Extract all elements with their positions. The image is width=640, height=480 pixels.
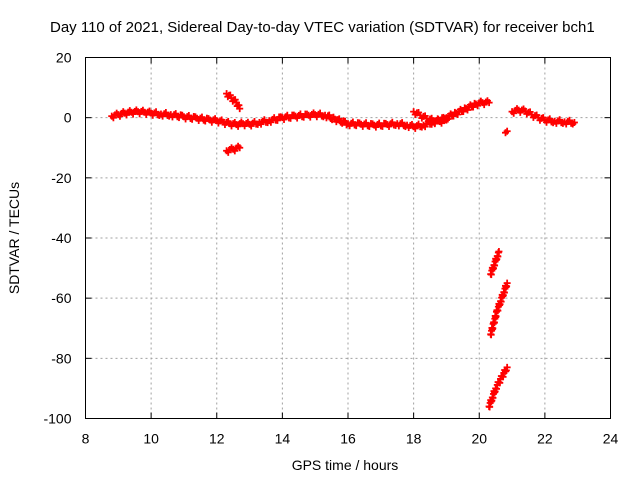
data-point bbox=[485, 99, 493, 107]
data-point bbox=[503, 127, 511, 135]
y-tick-label: -40 bbox=[51, 230, 71, 246]
x-tick-label: 20 bbox=[471, 431, 487, 447]
data-point bbox=[570, 118, 578, 126]
x-tick-label: 12 bbox=[209, 431, 225, 447]
x-tick-label: 16 bbox=[340, 431, 356, 447]
x-tick-label: 14 bbox=[275, 431, 291, 447]
data-point bbox=[442, 116, 450, 124]
y-tick-label: -20 bbox=[51, 170, 71, 186]
y-tick-label: -100 bbox=[43, 411, 71, 427]
data-point bbox=[236, 105, 244, 113]
x-tick-label: 22 bbox=[537, 431, 553, 447]
axis-ticks: 8 10 12 14 16 18 20 22 24 -100 -80 -60 -40 -20 0 20 bbox=[43, 50, 618, 447]
data-point bbox=[495, 248, 503, 256]
x-tick-label: 10 bbox=[143, 431, 159, 447]
x-tick-label: 8 bbox=[82, 431, 90, 447]
data-point bbox=[503, 363, 511, 371]
y-tick-label: 0 bbox=[64, 110, 72, 126]
data-points bbox=[108, 90, 578, 411]
data-point bbox=[236, 144, 244, 152]
data-point bbox=[503, 279, 511, 287]
y-axis-label: SDTVAR / TECUs bbox=[6, 182, 22, 294]
chart-title: Day 110 of 2021, Sidereal Day-to-day VTE… bbox=[50, 19, 595, 36]
y-tick-label: -60 bbox=[51, 290, 71, 306]
x-axis-label: GPS time / hours bbox=[292, 457, 399, 473]
y-tick-label: 20 bbox=[56, 50, 72, 66]
x-tick-label: 18 bbox=[406, 431, 422, 447]
data-point-fill bbox=[325, 111, 333, 119]
y-tick-label: -80 bbox=[51, 350, 71, 366]
x-tick-label: 24 bbox=[603, 431, 619, 447]
